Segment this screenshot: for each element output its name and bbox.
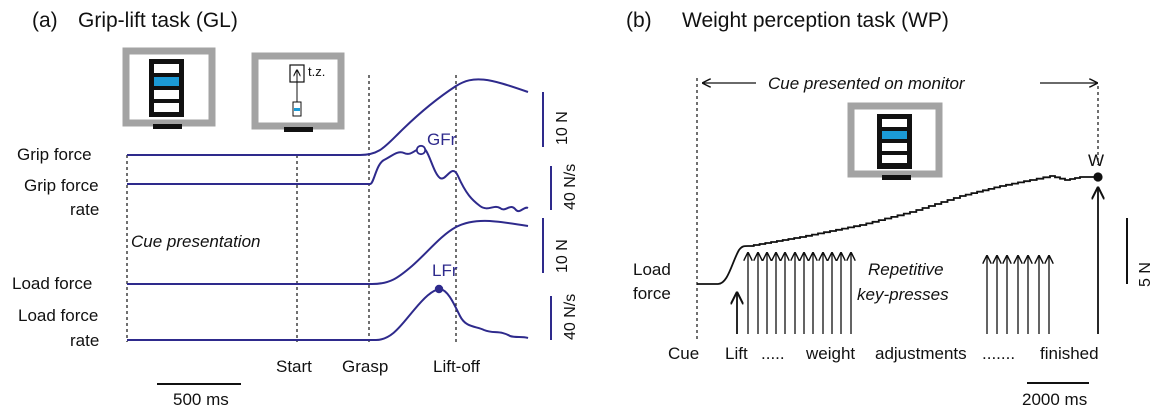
force-scale-label: 5 N bbox=[1137, 262, 1153, 287]
lift-off-label: Lift-off bbox=[433, 357, 480, 376]
grip-force-trace bbox=[127, 78, 529, 156]
start-label: Start bbox=[276, 357, 312, 376]
timeline-adjustments: adjustments bbox=[875, 344, 967, 363]
keypress-arrows-group-1 bbox=[748, 253, 851, 334]
timeline-dots-2: ....... bbox=[982, 344, 1015, 363]
keypress-text-2: key-presses bbox=[857, 285, 949, 304]
panel-a-label: (a) bbox=[32, 9, 58, 32]
grip-force-label: Grip force bbox=[17, 145, 92, 164]
monitor-target-zone-icon: t.z. bbox=[251, 52, 345, 132]
grip-force-rate-label: Grip force bbox=[24, 176, 99, 195]
panel-a: (a) Grip-lift task (GL) t.z. Grip force … bbox=[12, 9, 579, 409]
load-force-label-b: Load bbox=[633, 260, 671, 279]
panel-b-label: (b) bbox=[626, 9, 652, 32]
timeline-lift: Lift bbox=[725, 344, 748, 363]
load-force-rate-trace bbox=[127, 287, 529, 341]
grip-force-rate-scale-label: 40 N/s bbox=[562, 164, 579, 210]
panel-b: (b) Weight perception task (WP) Cue pres… bbox=[626, 9, 1153, 409]
panel-b-title: Weight perception task (WP) bbox=[682, 9, 949, 32]
load-force-rate-scale-label: 40 N/s bbox=[562, 294, 579, 340]
grip-force-scale-label: 10 N bbox=[554, 111, 571, 145]
grip-force-rate-label-2: rate bbox=[70, 200, 99, 219]
panel-a-title: Grip-lift task (GL) bbox=[78, 9, 238, 32]
timeline-dots-1: ..... bbox=[761, 344, 785, 363]
timeline-cue: Cue bbox=[668, 344, 699, 363]
cue-banner-text: Cue presented on monitor bbox=[768, 74, 966, 93]
target-zone-label: t.z. bbox=[308, 64, 325, 79]
timeline-finished: finished bbox=[1040, 344, 1099, 363]
keypress-arrows-group-2 bbox=[987, 256, 1049, 334]
monitor-icon bbox=[122, 47, 216, 129]
grasp-label: Grasp bbox=[342, 357, 388, 376]
load-peak-label: LFr bbox=[432, 261, 458, 280]
load-force-scale-label: 10 N bbox=[554, 239, 571, 273]
end-marker-label: W bbox=[1088, 151, 1104, 170]
load-force-rate-peak-marker bbox=[434, 284, 444, 294]
finish-marker bbox=[1093, 172, 1103, 182]
monitor-icon-b bbox=[847, 102, 943, 180]
load-force-rate-label: Load force bbox=[18, 306, 98, 325]
load-force-trace bbox=[127, 219, 529, 285]
load-force-staircase-trace bbox=[697, 175, 1098, 285]
grip-peak-label: GFr bbox=[427, 130, 457, 149]
grip-force-rate-peak-marker bbox=[415, 144, 427, 156]
keypress-text: Repetitive bbox=[868, 260, 944, 279]
load-force-label-b-2: force bbox=[633, 284, 671, 303]
cue-presentation-text: Cue presentation bbox=[131, 232, 260, 251]
load-force-label: Load force bbox=[12, 274, 92, 293]
time-scale-label-b: 2000 ms bbox=[1022, 390, 1087, 409]
grip-force-rate-trace bbox=[127, 146, 529, 213]
load-force-rate-label-2: rate bbox=[70, 331, 99, 350]
time-scale-label: 500 ms bbox=[173, 390, 229, 409]
timeline-weight: weight bbox=[805, 344, 855, 363]
